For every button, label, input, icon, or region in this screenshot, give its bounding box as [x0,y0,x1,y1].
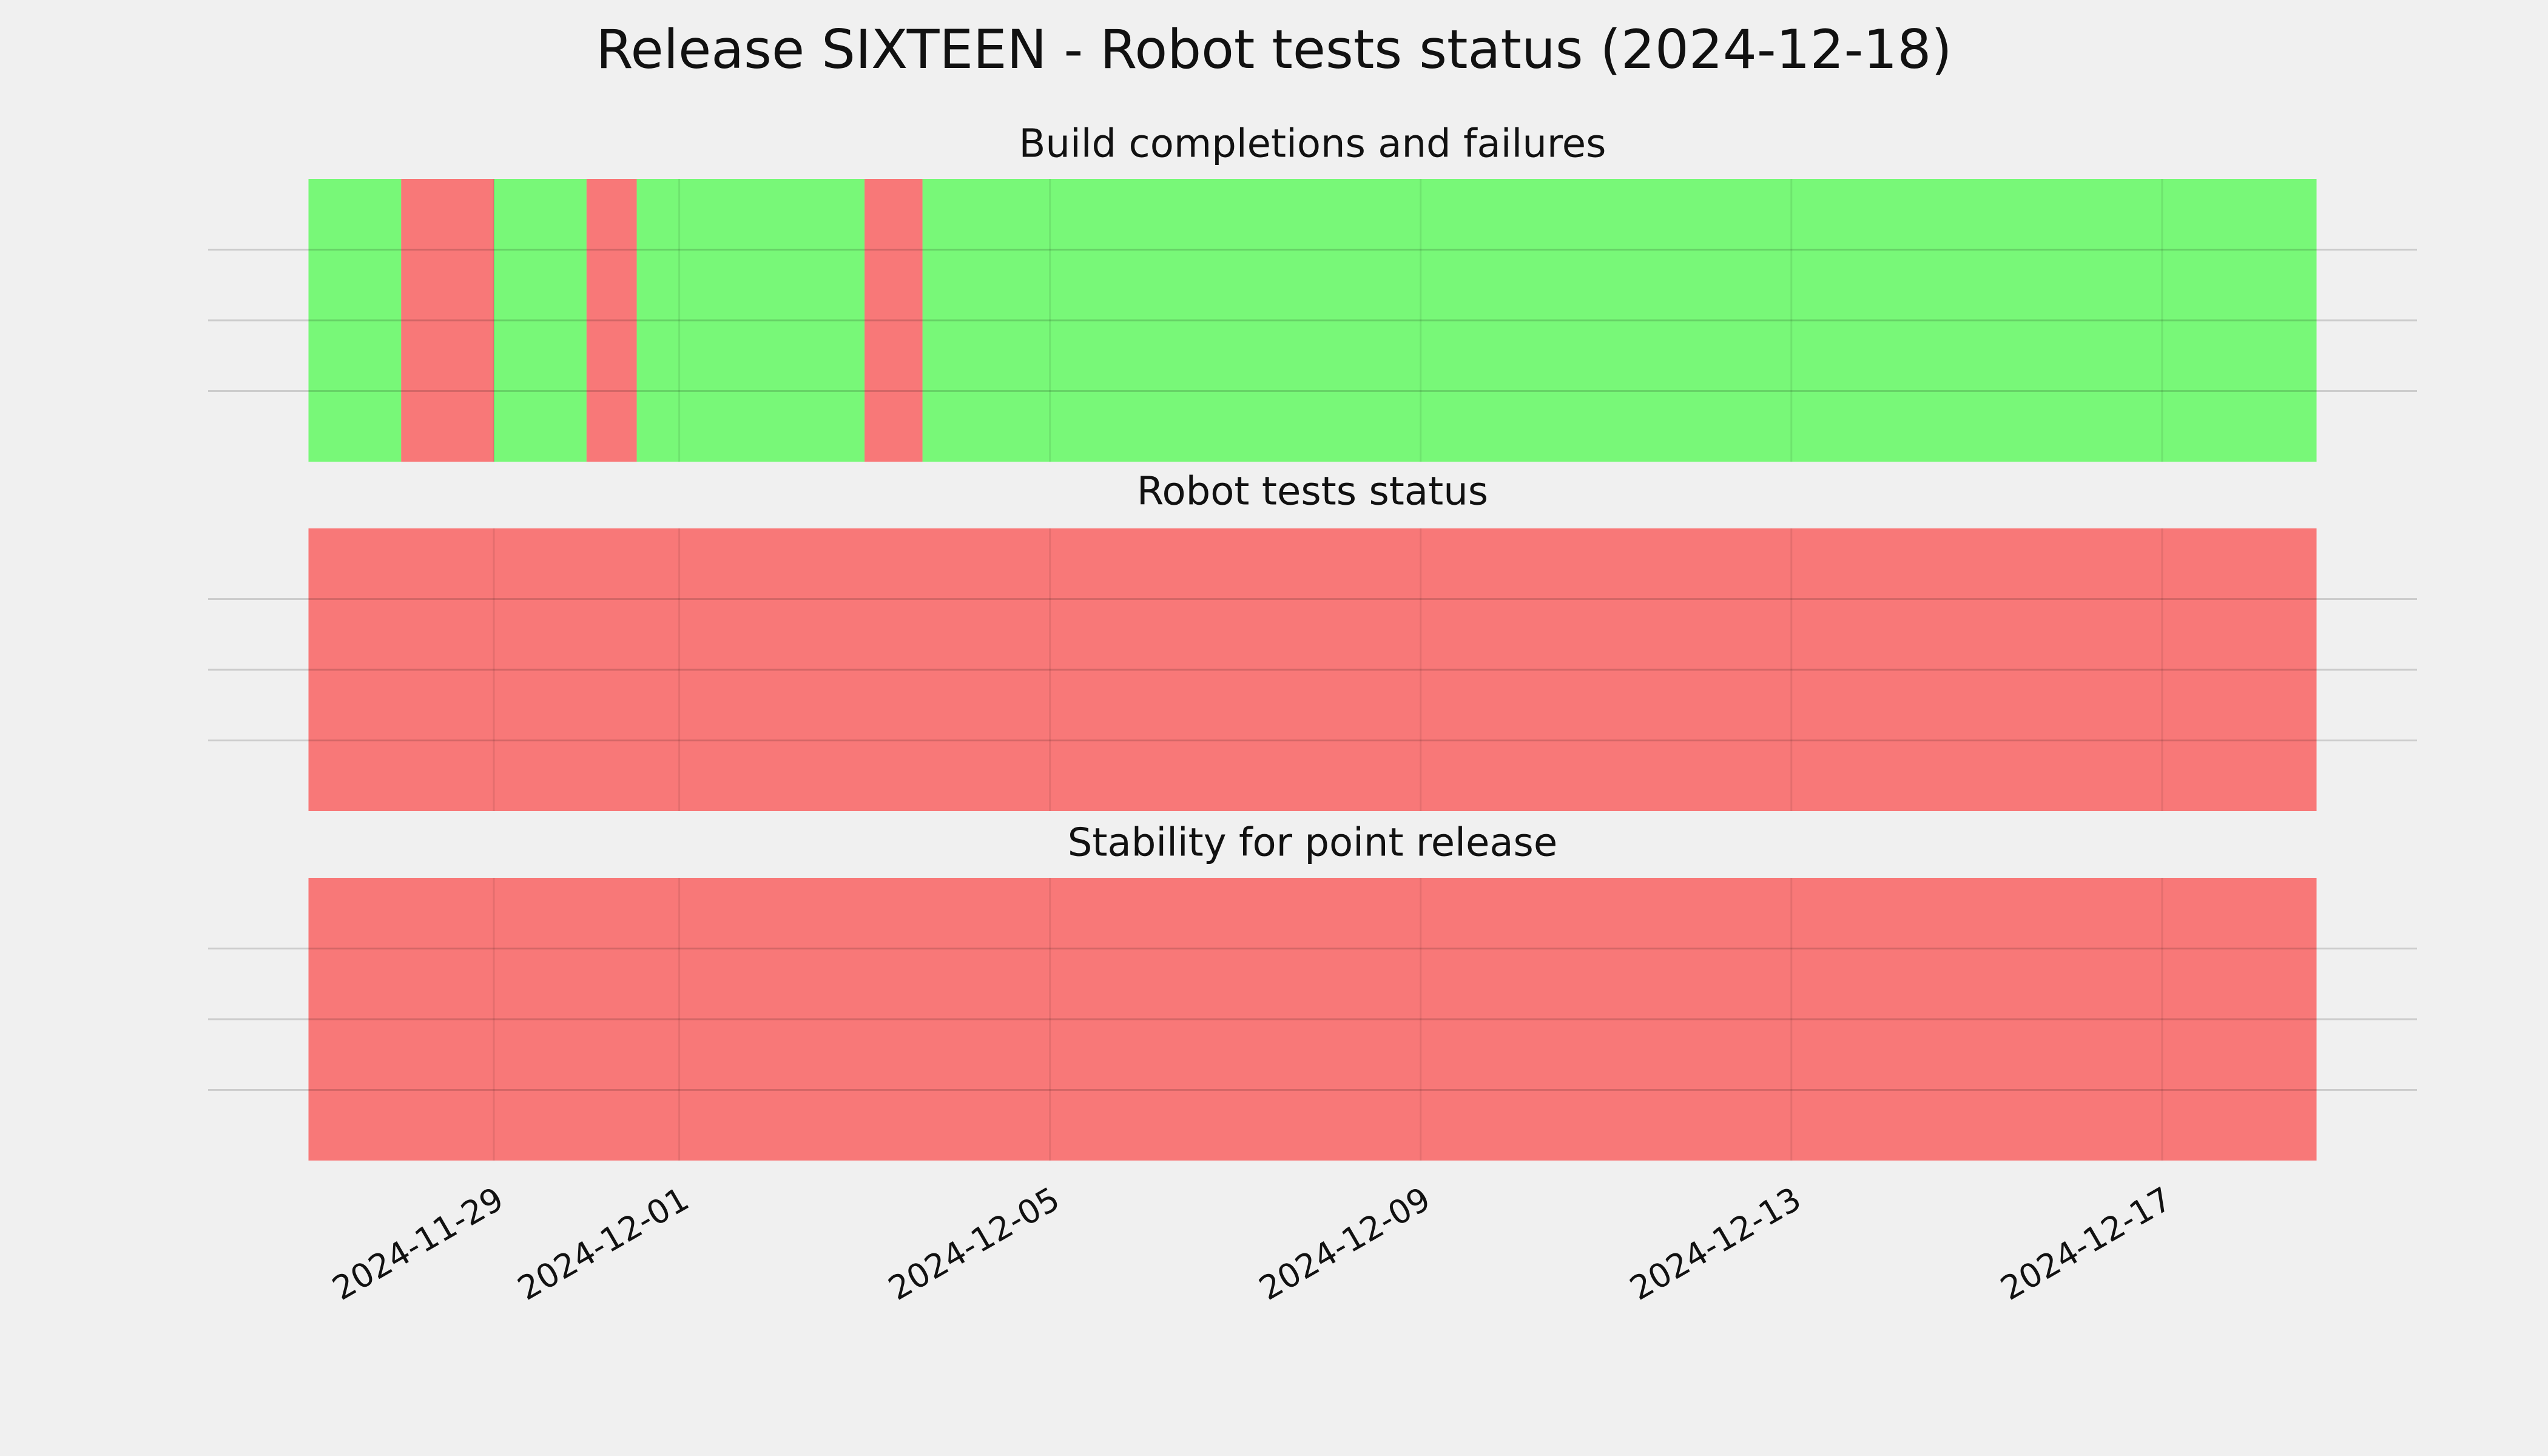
status-span [864,179,923,462]
status-span [308,528,2317,811]
subplot-title: Stability for point release [1068,821,1558,866]
status-span [922,179,2317,462]
status-span [636,179,865,462]
status-span [308,179,402,462]
subplot-title: Build completions and failures [1019,122,1606,167]
status-span [494,179,587,462]
status-span [401,179,494,462]
subplot-title: Robot tests status [1137,470,1488,514]
status-span [308,878,2317,1161]
figure-title: Release SIXTEEN - Robot tests status (20… [596,18,1952,81]
status-span [586,179,637,462]
